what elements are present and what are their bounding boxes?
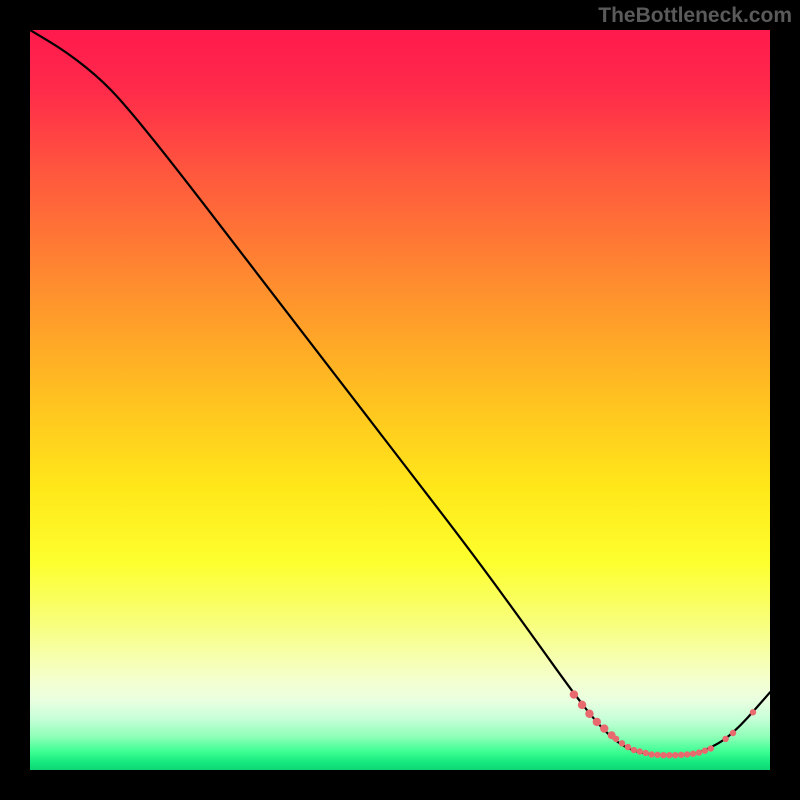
data-marker (593, 718, 601, 726)
plot-area (30, 30, 770, 770)
data-marker (722, 736, 728, 742)
data-marker (642, 750, 648, 756)
data-marker (578, 701, 586, 709)
data-marker (666, 752, 672, 758)
data-marker (585, 710, 593, 718)
data-marker (637, 748, 643, 754)
gradient-background (30, 30, 770, 770)
data-marker (600, 724, 608, 732)
data-marker (654, 752, 660, 758)
data-marker (684, 751, 690, 757)
data-marker (750, 709, 756, 715)
data-marker (730, 730, 736, 736)
chart-container: TheBottleneck.com (0, 0, 800, 800)
data-marker (648, 751, 654, 757)
data-marker (678, 752, 684, 758)
data-marker (660, 752, 666, 758)
data-marker (631, 747, 637, 753)
data-marker (690, 751, 696, 757)
data-marker (696, 749, 702, 755)
data-marker (619, 740, 625, 746)
watermark-text: TheBottleneck.com (598, 4, 792, 28)
bottleneck-curve-chart (30, 30, 770, 770)
data-marker (613, 736, 619, 742)
data-marker (702, 748, 708, 754)
data-marker (672, 752, 678, 758)
data-marker (708, 745, 714, 751)
data-marker (570, 690, 578, 698)
data-marker (625, 744, 631, 750)
